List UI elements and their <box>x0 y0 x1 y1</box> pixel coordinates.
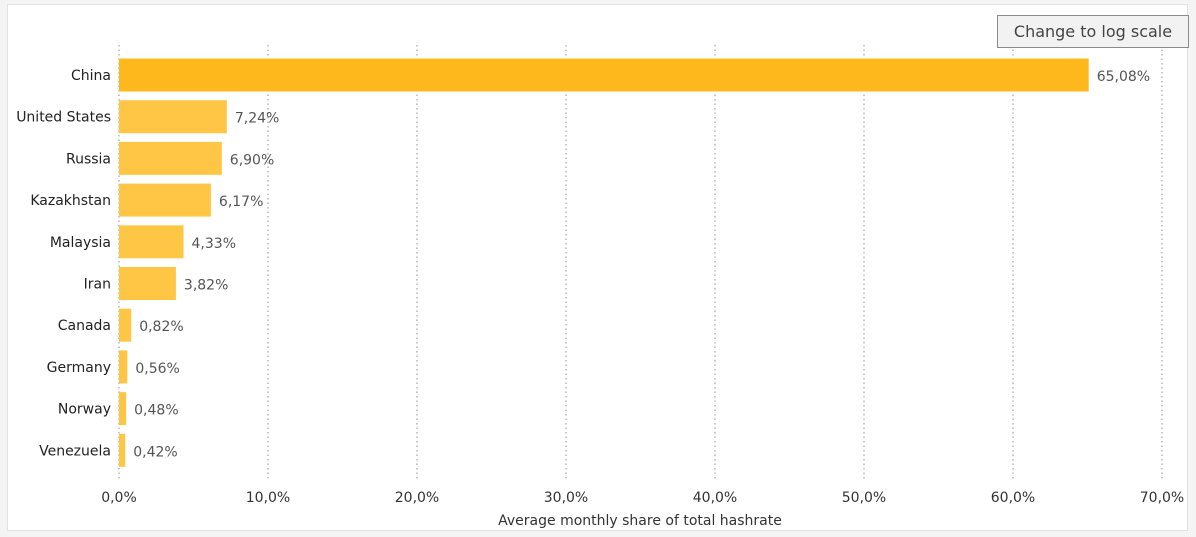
bar[interactable] <box>119 267 176 300</box>
category-label: Malaysia <box>50 235 111 251</box>
data-label: 3,82% <box>184 278 228 294</box>
bar[interactable] <box>119 225 184 259</box>
data-label: 6,90% <box>230 152 274 168</box>
data-label: 0,42% <box>133 444 177 460</box>
value-labels: 65,08% 7,24% 6,90% 6,17% 4,33% 3,82% 0,82% 0,56… <box>133 69 1150 460</box>
x-tick-label: 10,0% <box>246 490 290 506</box>
x-tick-label: 50,0% <box>842 490 886 506</box>
bar[interactable] <box>119 308 132 342</box>
bar[interactable] <box>119 350 128 384</box>
bar[interactable] <box>119 58 1089 92</box>
x-tick-label: 30,0% <box>544 490 588 506</box>
category-label: Venezuela <box>39 443 111 459</box>
bar[interactable] <box>119 141 222 175</box>
chart-panel <box>7 4 1188 531</box>
data-label: 65,08% <box>1097 69 1150 85</box>
data-label: 6,17% <box>219 194 263 210</box>
data-label: 0,48% <box>134 403 178 419</box>
category-label: Norway <box>58 402 111 418</box>
category-label: Kazakhstan <box>30 193 111 209</box>
log-scale-toggle-button[interactable]: Change to log scale <box>997 15 1189 48</box>
bar[interactable] <box>119 392 127 426</box>
category-labels: China United States Russia Kazakhstan Malays… <box>16 68 111 459</box>
category-label: United States <box>16 110 111 126</box>
x-tick-label: 0,0% <box>101 490 137 506</box>
x-tick-label: 40,0% <box>693 490 737 506</box>
x-tick-label: 20,0% <box>395 490 439 506</box>
bar[interactable] <box>119 433 126 467</box>
bar[interactable] <box>119 100 227 134</box>
data-label: 4,33% <box>192 236 236 252</box>
bars <box>119 58 1089 467</box>
data-label: 0,82% <box>139 319 183 335</box>
category-label: Russia <box>66 151 111 167</box>
x-axis-title: Average monthly share of total hashrate <box>498 513 782 529</box>
x-tick-label: 60,0% <box>991 490 1035 506</box>
category-label: Germany <box>47 360 111 376</box>
x-tick-labels: 0,0% 10,0% 20,0% 30,0% 40,0% 50,0% 60,0% 70,0% <box>101 490 1184 506</box>
category-label: China <box>71 68 111 84</box>
bar[interactable] <box>119 183 211 217</box>
category-label: Iran <box>84 277 111 293</box>
category-label: Canada <box>58 318 111 334</box>
data-label: 0,56% <box>135 361 179 377</box>
x-tick-label: 70,0% <box>1140 490 1184 506</box>
data-label: 7,24% <box>235 111 279 127</box>
